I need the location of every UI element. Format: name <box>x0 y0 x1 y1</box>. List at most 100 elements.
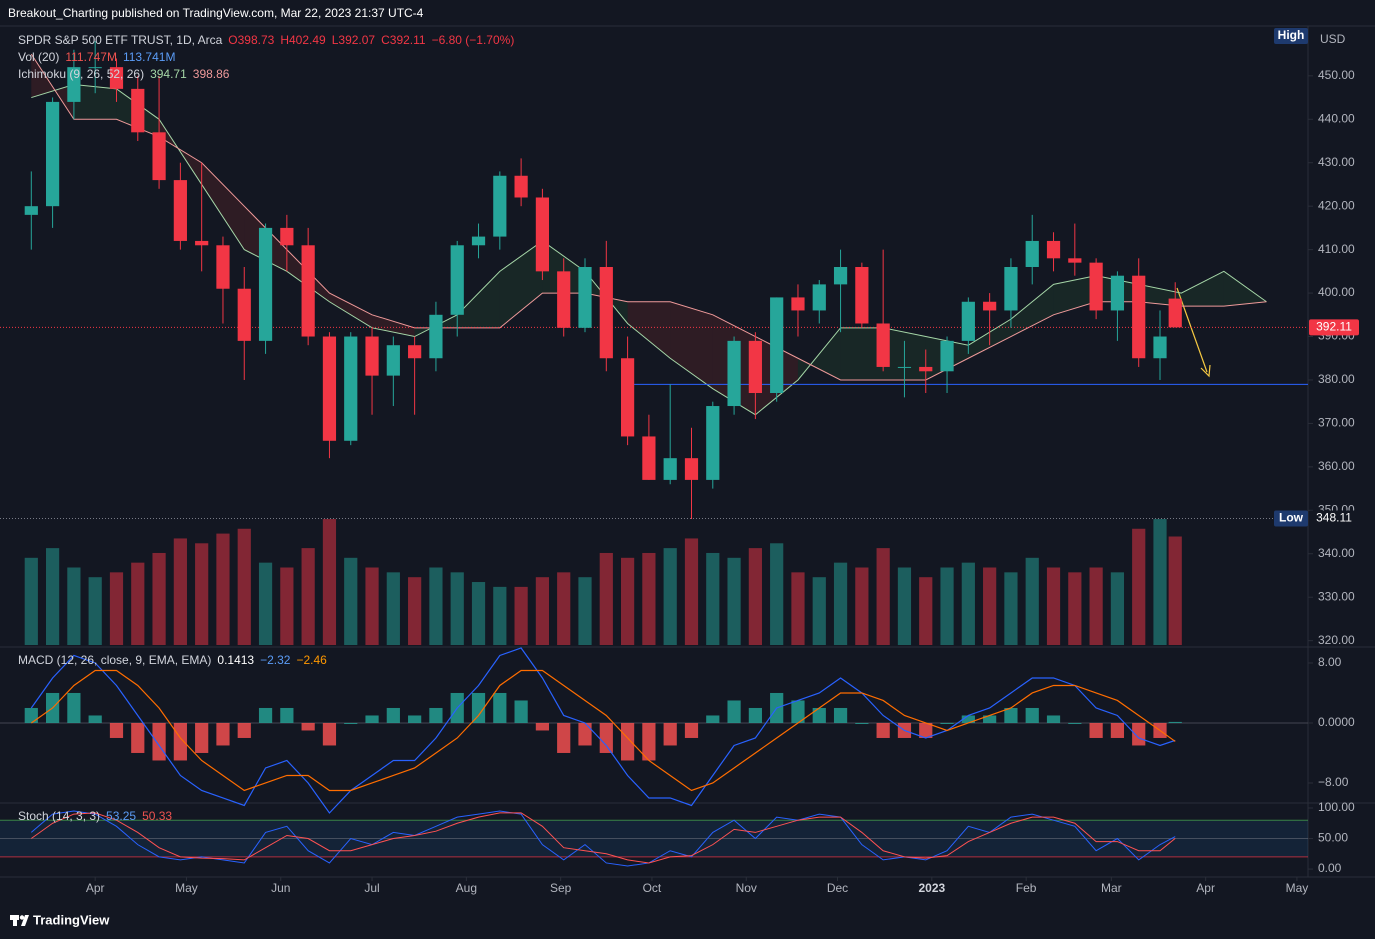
macd-histogram-bar <box>833 707 848 723</box>
legend-text: Vol (20) <box>18 50 59 64</box>
macd-histogram-bar <box>280 707 294 723</box>
macd-histogram-bar <box>386 707 400 723</box>
candle-body <box>493 175 507 237</box>
logo-part <box>13 915 17 926</box>
volume-bar <box>578 577 592 645</box>
header: Breakout_Charting published on TradingVi… <box>8 6 424 20</box>
y-tick-label: 430.00 <box>1318 155 1355 169</box>
macd-histogram-bar <box>642 722 656 761</box>
legend-text: Ichimoku (9, 26, 52, 26) <box>18 67 144 81</box>
volume-bar <box>919 577 933 645</box>
x-tick-label: Aug <box>456 881 477 895</box>
volume-bar <box>24 557 38 645</box>
candle-body <box>1132 275 1146 359</box>
candle-body <box>897 366 912 368</box>
macd-histogram-bar <box>919 722 933 738</box>
candle-body <box>258 227 273 341</box>
x-tick-label: Dec <box>827 881 848 895</box>
macd-histogram-bar <box>706 715 720 723</box>
price-badge <box>1274 510 1308 527</box>
y-tick-label: 380.00 <box>1318 372 1355 386</box>
legend-text: 0.1413 <box>217 653 254 667</box>
candle-body <box>706 406 720 480</box>
y-tick-label: 440.00 <box>1318 111 1355 125</box>
macd-histogram-bar <box>408 715 422 723</box>
logo-part <box>21 915 29 926</box>
price-badge-label: 348.11 <box>1316 511 1352 525</box>
x-tick-label: Jul <box>364 881 379 895</box>
volume-bar <box>429 567 443 645</box>
volume-bar <box>876 548 890 645</box>
candle-body <box>983 301 997 311</box>
signal-line <box>30 669 1176 792</box>
candle-body <box>344 336 358 441</box>
candle-body <box>45 101 60 207</box>
y-tick-label: 360.00 <box>1318 459 1355 473</box>
candle-body <box>365 336 379 376</box>
volume-bar <box>280 567 294 645</box>
volume-bar <box>258 562 273 645</box>
macd-histogram-bar <box>812 707 826 723</box>
candle-body <box>280 227 294 246</box>
cloud-fill <box>372 314 415 337</box>
legend-text: O398.73 <box>228 33 274 47</box>
macd-histogram-bar <box>961 715 975 723</box>
candle-body <box>216 245 230 289</box>
y-tick-label: 340.00 <box>1318 546 1355 560</box>
logo-part <box>19 915 25 920</box>
drawn-arrow <box>1176 287 1208 373</box>
y-tick-label: 410.00 <box>1318 242 1355 256</box>
candle-body <box>301 245 315 337</box>
volume-bar <box>727 557 741 645</box>
candle-body <box>876 323 890 367</box>
candle-body <box>1089 262 1103 311</box>
candle-body <box>727 340 741 407</box>
macd-histogram-bar <box>173 722 187 761</box>
cloud-fill <box>329 293 373 328</box>
volume-bar <box>791 572 805 645</box>
y-tick-label: 0.00 <box>1318 861 1342 875</box>
candle-body <box>961 301 975 341</box>
candle-body <box>131 88 145 133</box>
volume-bar <box>471 582 486 645</box>
cloud-fill <box>201 162 245 250</box>
macd-histogram-bar <box>237 722 251 738</box>
legend-text: C392.11 <box>381 33 426 47</box>
candle-body <box>450 245 464 315</box>
macd-histogram-bar <box>429 707 443 723</box>
y-tick-label: 50.00 <box>1318 831 1348 845</box>
price-badge-label: Low <box>1279 511 1304 525</box>
volume-bar <box>88 577 102 645</box>
legend-text: −2.32 <box>260 653 291 667</box>
volume-bar <box>237 528 251 645</box>
x-tick-label: May <box>1286 881 1309 895</box>
volume-bar <box>940 567 954 645</box>
legend-text: 53.25 <box>106 809 136 823</box>
candle-body <box>67 67 81 102</box>
cloud-fill <box>457 271 500 328</box>
candle-body <box>109 67 124 89</box>
legend-text: 50.33 <box>142 809 172 823</box>
macd-histogram-bar <box>1025 707 1039 723</box>
price-badge-label: 392.11 <box>1316 320 1352 334</box>
macd-histogram-bar <box>88 715 102 723</box>
macd-histogram-bar <box>471 692 486 723</box>
macd-histogram-bar <box>578 722 592 746</box>
volume-bar <box>131 562 145 645</box>
legend-text: 113.741M <box>123 50 175 64</box>
candle-body <box>1110 275 1125 311</box>
legend-text: 111.747M <box>65 50 117 64</box>
y-tick-label: 8.00 <box>1318 655 1342 669</box>
macd-histogram-bar <box>791 700 805 723</box>
macd-histogram-bar <box>322 722 337 746</box>
price-badge <box>1274 28 1308 44</box>
y-tick-label: 400.00 <box>1318 285 1355 299</box>
macd-histogram-bar <box>493 692 507 723</box>
y-tick-label: 420.00 <box>1318 198 1355 212</box>
legend-text: Stoch (14, 3, 3) <box>18 809 100 823</box>
macd-histogram-bar <box>620 722 635 761</box>
candle-body <box>748 340 762 394</box>
candle-body <box>770 297 784 394</box>
legend-text: SPDR S&P 500 ETF TRUST, 1D, Arca <box>18 33 223 47</box>
candle-body <box>919 366 933 372</box>
